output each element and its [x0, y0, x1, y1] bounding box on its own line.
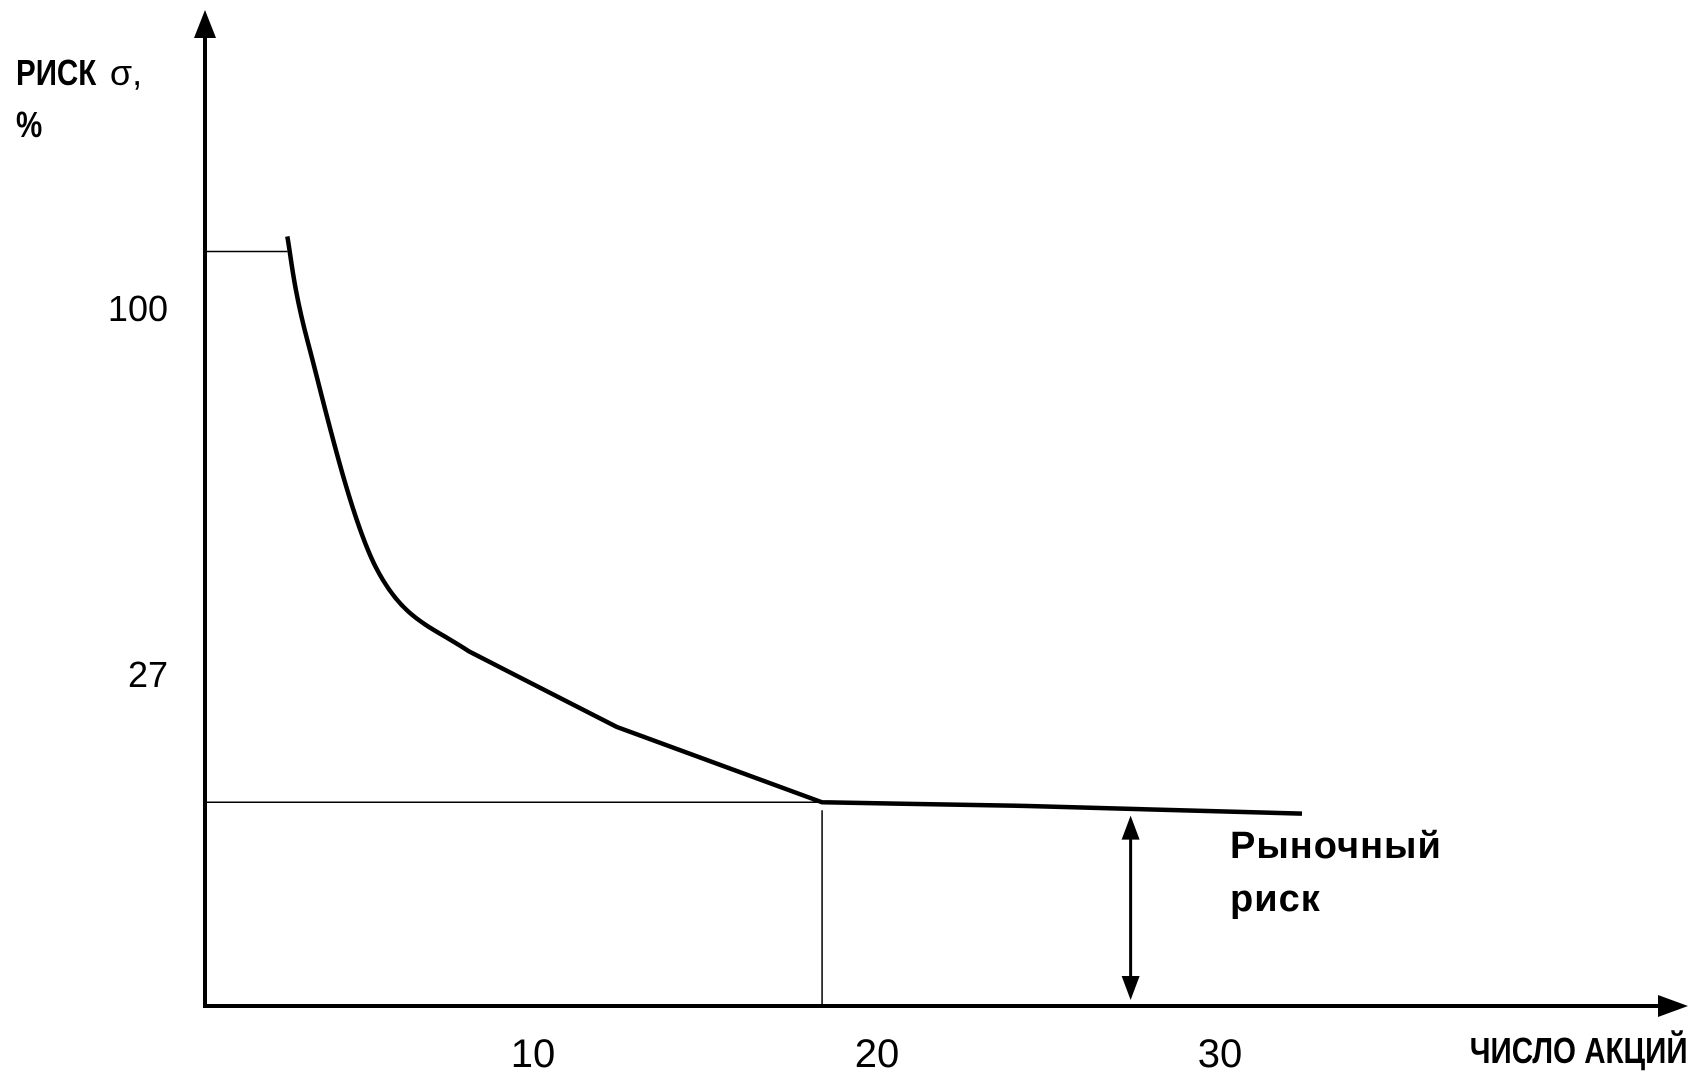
x-tick-label: 10 — [510, 1032, 556, 1076]
x-axis-arrow — [1658, 995, 1688, 1017]
x-tick-label: 20 — [854, 1032, 900, 1076]
y-axis-label-unit: % — [16, 104, 43, 145]
y-axis-label-symbol: σ, — [109, 52, 143, 93]
risk-curve — [285, 235, 1303, 816]
x-axis-label: ЧИСЛО АКЦИЙ — [1470, 1030, 1688, 1071]
y-axis-label-main: РИСК — [16, 52, 97, 93]
y-tick-label: 100 — [107, 288, 168, 329]
market-risk-label-line2: риск — [1230, 878, 1321, 920]
market-risk-arrow-bottom — [1121, 976, 1140, 1000]
y-axis-label: РИСК σ, — [16, 52, 142, 94]
y-tick-label: 27 — [127, 654, 168, 695]
market-risk-label-line1: Рыночный — [1230, 825, 1442, 867]
y-axis-arrow — [194, 10, 216, 38]
y-axis-label-unit-line: % — [16, 104, 48, 146]
market-risk-arrow-top — [1121, 815, 1140, 840]
x-tick-label: 30 — [1197, 1032, 1243, 1076]
